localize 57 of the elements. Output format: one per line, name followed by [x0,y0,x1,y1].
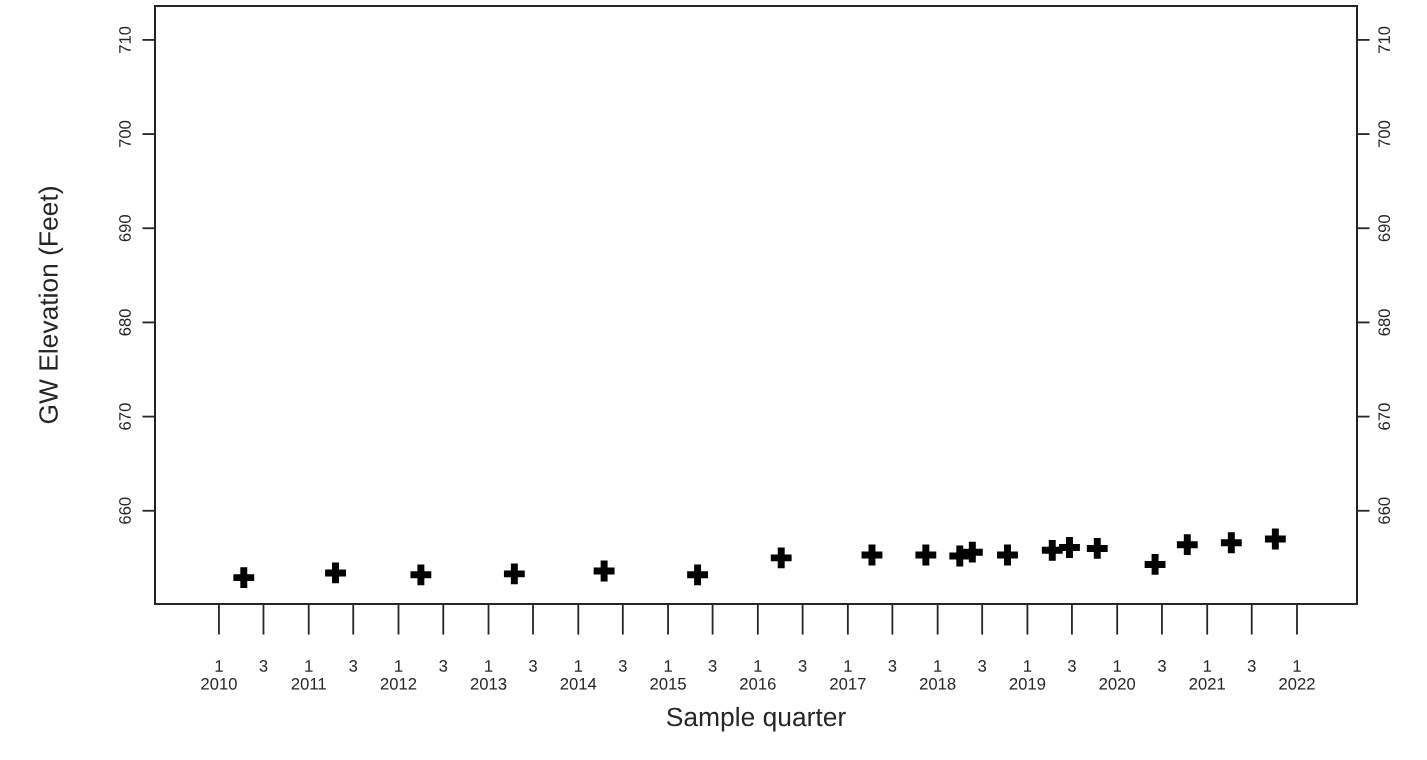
x-tick-label: 3 [1157,660,1166,672]
x-tick-label: 1 2010 [201,660,237,690]
x-tick-label: 1 2011 [291,660,326,690]
y2-tick-label: 680 [1378,309,1391,336]
point [325,562,346,584]
point [687,564,708,586]
x-tick-label: 1 2014 [560,660,597,690]
x-tick-label: 3 [529,660,537,672]
y-tick-label: 690 [119,215,131,242]
x-tick-label: 1 2015 [650,660,686,690]
y2-tick-label: 670 [1378,403,1391,430]
point [233,567,255,589]
x-tick-label: 1 2013 [470,660,507,690]
y2-tick-label: 690 [1378,215,1391,242]
y-tick-label: 680 [119,309,131,336]
x-tick-label: 1 2022 [1279,660,1315,690]
y-tick-label: 700 [119,120,131,148]
y-tick-label: 710 [119,26,131,53]
x-tick-label: 3 [1247,660,1256,672]
y-axis-title: GW Elevation (Feet) [38,187,64,424]
x-tick-label: 3 [259,660,268,672]
x-tick-label: 3 [439,660,448,672]
point [1086,538,1108,559]
point [593,560,615,582]
point [997,544,1018,566]
x-axis-title: Sample quarter [667,706,846,732]
x-tick-label: 1 2017 [830,660,866,690]
x-tick-label: 3 [708,660,717,672]
x-tick-label: 1 2018 [919,660,956,690]
y2-tick-label: 710 [1378,26,1391,53]
y2-tick-label: 700 [1378,120,1391,148]
point [1041,539,1063,561]
y-tick-label: 660 [119,497,131,524]
point [503,563,525,585]
point [861,544,883,566]
point [961,541,983,563]
x-tick-label: 1 2019 [1009,660,1046,690]
point [1220,532,1242,554]
x-tick-label: 1 2016 [740,660,776,690]
x-tick-label: 1 2020 [1099,660,1136,690]
point [770,547,792,569]
x-tick-label: 3 [1067,660,1076,672]
point [1144,554,1166,575]
x-tick-label: 3 [888,660,897,672]
point [1264,528,1286,550]
point [1176,534,1198,556]
y-tick-label: 670 [119,403,131,430]
x-tick-label: 1 2012 [380,660,417,690]
x-tick-label: 3 [978,660,987,672]
point [915,544,937,566]
x-tick-label: 3 [798,660,807,672]
y2-tick-label: 660 [1378,497,1391,524]
x-tick-label: 3 [618,660,627,672]
x-tick-label: 3 [349,660,358,672]
x-tick-label: 1 2021 [1189,660,1225,690]
point [410,564,432,586]
point [1059,537,1080,558]
